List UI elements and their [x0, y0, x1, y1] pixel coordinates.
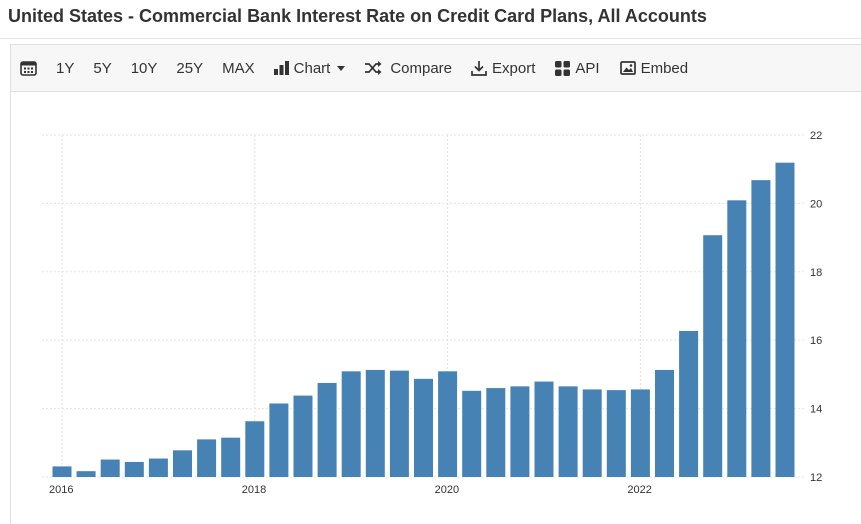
bar[interactable] — [582, 389, 602, 477]
bar[interactable] — [679, 330, 699, 477]
embed-label: Embed — [640, 59, 689, 77]
chart-type-label: Chart — [293, 59, 331, 77]
api-button[interactable]: API — [555, 44, 600, 92]
range-max-button[interactable]: MAX — [222, 59, 255, 77]
bar[interactable] — [76, 471, 96, 477]
bar[interactable] — [269, 403, 289, 477]
bar-chart-icon — [273, 61, 289, 75]
bar[interactable] — [751, 180, 771, 478]
compare-label: Compare — [390, 59, 453, 77]
x-tick-label: 2018 — [242, 484, 266, 496]
x-tick-label: 2022 — [627, 484, 651, 496]
bar[interactable] — [317, 382, 337, 477]
bar[interactable] — [775, 162, 795, 477]
bar[interactable] — [703, 235, 723, 477]
y-tick-label: 20 — [810, 198, 822, 210]
x-tick-label: 2020 — [435, 484, 459, 496]
bar[interactable] — [655, 369, 674, 477]
bar[interactable] — [727, 200, 747, 477]
chart-toolbar: 1Y 5Y 10Y 25Y MAX Chart Compare Export A… — [10, 44, 861, 92]
chevron-down-icon — [337, 65, 346, 71]
bar[interactable] — [124, 461, 144, 477]
shuffle-icon — [365, 61, 382, 75]
page-title: United States - Commercial Bank Interest… — [8, 6, 707, 26]
bar[interactable] — [486, 388, 506, 477]
bar[interactable] — [606, 390, 626, 477]
bar[interactable] — [534, 381, 554, 477]
bar[interactable] — [438, 371, 458, 477]
bar[interactable] — [341, 371, 361, 477]
bar[interactable] — [630, 389, 650, 477]
bar[interactable] — [100, 459, 120, 477]
title-divider — [0, 38, 861, 39]
bar[interactable] — [365, 369, 385, 477]
bar[interactable] — [510, 386, 530, 477]
x-tick-label: 2016 — [49, 484, 73, 496]
y-tick-label: 14 — [810, 404, 822, 416]
chart-type-dropdown[interactable]: Chart — [273, 44, 346, 92]
bar[interactable] — [173, 450, 192, 477]
calendar-button[interactable] — [20, 44, 37, 92]
y-tick-label: 22 — [810, 130, 822, 142]
bar[interactable] — [462, 390, 482, 477]
export-button[interactable]: Export — [471, 44, 535, 92]
bar-series — [52, 162, 795, 478]
x-axis-ticks: 2016 2018 2020 2022 — [49, 484, 652, 496]
bar[interactable] — [221, 437, 241, 477]
bar[interactable] — [414, 378, 433, 477]
grid-icon — [555, 60, 571, 76]
bar[interactable] — [197, 439, 217, 477]
api-label: API — [575, 59, 600, 77]
y-tick-label: 18 — [810, 267, 822, 279]
y-tick-label: 16 — [810, 335, 822, 347]
bar[interactable] — [52, 466, 72, 477]
embed-button[interactable]: Embed — [619, 44, 689, 92]
image-icon — [619, 61, 636, 75]
export-label: Export — [492, 59, 536, 77]
range-10y-button[interactable]: 10Y — [130, 59, 158, 77]
bar[interactable] — [148, 458, 168, 477]
compare-button[interactable]: Compare — [365, 44, 452, 92]
bar[interactable] — [245, 421, 265, 477]
y-tick-label: 12 — [810, 472, 822, 484]
bar[interactable] — [558, 386, 578, 477]
bar[interactable] — [293, 395, 313, 477]
range-25y-button[interactable]: 25Y — [176, 59, 204, 77]
bar[interactable] — [389, 370, 409, 477]
range-1y-button[interactable]: 1Y — [56, 59, 75, 77]
download-icon — [471, 61, 487, 76]
calendar-icon — [20, 61, 37, 76]
range-5y-button[interactable]: 5Y — [93, 59, 112, 77]
y-axis-ticks: 12 14 16 18 20 22 — [810, 130, 822, 484]
